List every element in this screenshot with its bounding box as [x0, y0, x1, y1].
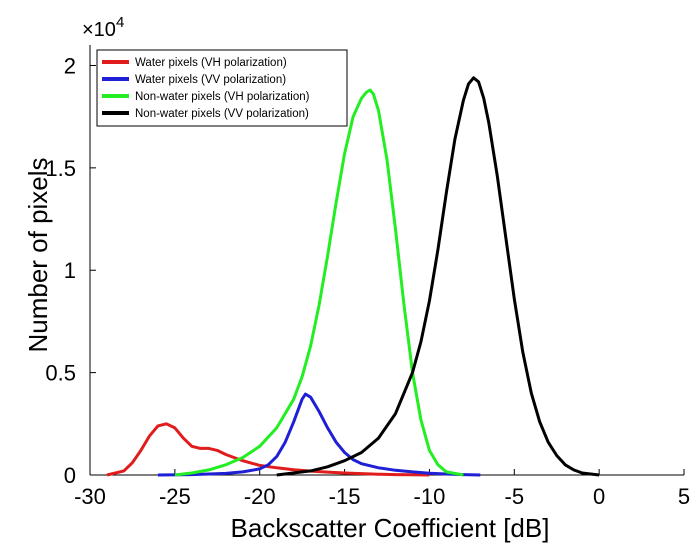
- legend-label: Water pixels (VH polarization): [135, 57, 287, 69]
- series-layer: [106, 76, 600, 477]
- legend-label: Non-water pixels (VH polarization): [135, 91, 310, 103]
- x-tick-label: -25: [159, 484, 191, 509]
- series-line-2: [157, 392, 481, 477]
- axes-layer: -30 -25 -20 -15 -10 -5 0 5 0 0.5 1 1.5 2×104: [45, 14, 690, 509]
- x-tick-label: 0: [593, 484, 605, 509]
- y-tick-label: 0: [64, 463, 76, 488]
- y-tick-label: 2: [64, 53, 76, 78]
- x-tick-label: -20: [244, 484, 276, 509]
- legend: Water pixels (VH polarization) Water pixe…: [96, 49, 348, 127]
- y-axis-title: Number of pixels: [23, 157, 53, 352]
- legend-box: [96, 49, 348, 127]
- x-tick-label: -5: [505, 484, 525, 509]
- legend-label: Non-water pixels (VV polarization): [135, 108, 309, 120]
- y-exponent-label: ×104: [82, 14, 124, 41]
- y-tick-label: 1.5: [45, 156, 76, 181]
- x-axis-title: Backscatter Coefficient [dB]: [231, 513, 550, 543]
- x-tick-label: -30: [74, 484, 106, 509]
- y-tick-label: 0.5: [45, 361, 76, 386]
- y-tick-label: 1: [64, 258, 76, 283]
- series-line-3: [174, 88, 464, 477]
- x-tick-label: -10: [414, 484, 446, 509]
- x-tick-label: -15: [329, 484, 361, 509]
- series-line-4: [276, 76, 600, 477]
- legend-label: Water pixels (VV polarization): [135, 74, 286, 86]
- series-line-1: [106, 422, 430, 477]
- x-tick-label: 5: [678, 484, 690, 509]
